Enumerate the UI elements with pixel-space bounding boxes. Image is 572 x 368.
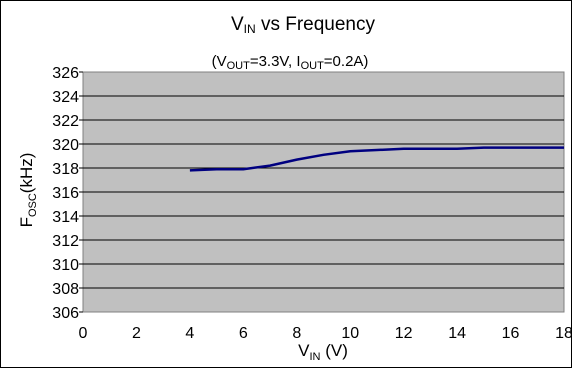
x-tick-labels: 0 2 4 6 8 10 12 14 16 18 bbox=[79, 325, 572, 342]
chart-title: VIN vs Frequency bbox=[231, 14, 376, 36]
y-axis-label: FOSC(kHz) bbox=[17, 153, 39, 228]
y-tick-label: 310 bbox=[52, 257, 79, 274]
gridlines bbox=[79, 71, 564, 313]
x-tick-label: 6 bbox=[239, 325, 248, 342]
y-tick-label: 318 bbox=[52, 161, 79, 178]
x-tick-label: 8 bbox=[292, 325, 301, 342]
y-tick-label: 316 bbox=[52, 185, 79, 202]
x-tick-label: 14 bbox=[448, 325, 466, 342]
x-tick-label: 4 bbox=[185, 325, 194, 342]
x-tick-label: 12 bbox=[395, 325, 413, 342]
chart-subtitle: (VOUT=3.3V, IOUT=0.2A) bbox=[212, 53, 369, 72]
series-lines bbox=[189, 146, 564, 172]
x-tick-label: 0 bbox=[79, 325, 88, 342]
y-tick-label: 326 bbox=[52, 65, 79, 82]
y-tick-label: 320 bbox=[52, 137, 79, 154]
x-tick-label: 16 bbox=[502, 325, 520, 342]
y-tick-label: 314 bbox=[52, 209, 79, 226]
y-tick-label: 306 bbox=[52, 305, 79, 322]
y-tick-label: 324 bbox=[52, 89, 79, 106]
x-tick-label: 10 bbox=[341, 325, 359, 342]
y-tick-labels: 306 308 310 312 314 316 318 320 322 324 326 bbox=[52, 65, 79, 322]
x-axis-label: VIN (V) bbox=[298, 341, 348, 363]
x-tick-label: 18 bbox=[555, 325, 572, 342]
y-tick-label: 312 bbox=[52, 233, 79, 250]
x-tick-label: 2 bbox=[132, 325, 141, 342]
y-tick-label: 322 bbox=[52, 113, 79, 130]
series-line bbox=[189, 146, 564, 172]
y-tick-label: 308 bbox=[52, 281, 79, 298]
